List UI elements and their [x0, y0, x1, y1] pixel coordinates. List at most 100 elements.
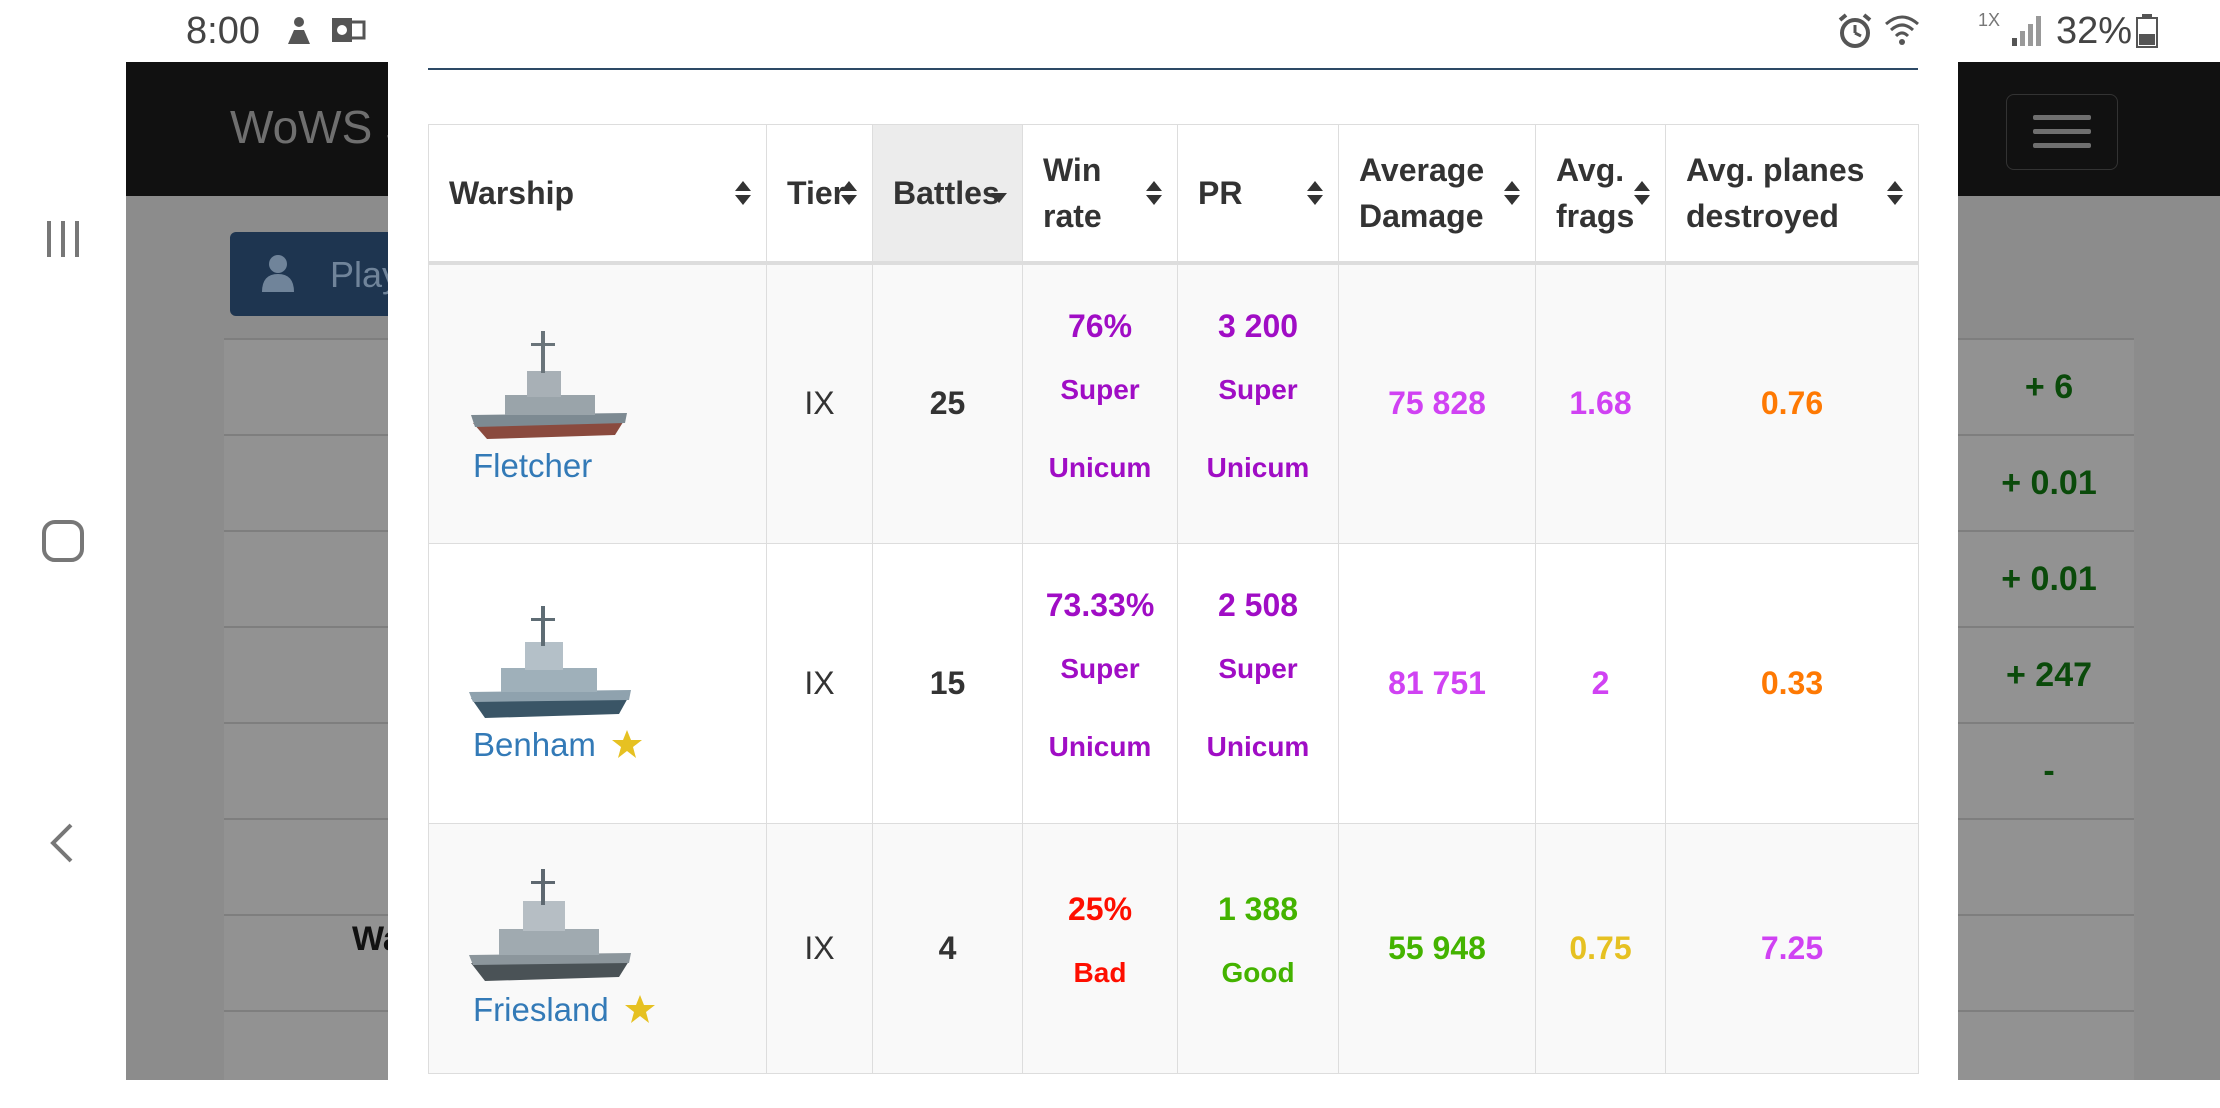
header-avg-frags[interactable]: Avg. frags	[1535, 124, 1666, 265]
avg-damage-cell: 81 751	[1338, 542, 1536, 824]
recent-apps-icon[interactable]	[38, 214, 88, 264]
tier-cell: IX	[766, 542, 873, 824]
ships-table: Warship Tier Battles Win rate PR Average D…	[428, 124, 1919, 1074]
hamburger-icon-bar	[2033, 129, 2091, 134]
header-label: Damage	[1359, 198, 1484, 234]
wifi-icon	[1882, 10, 1922, 55]
pr-value: 1 388	[1217, 891, 1299, 927]
header-avg-planes[interactable]: Avg. planes destroyed	[1665, 124, 1919, 265]
outlook-icon	[330, 14, 366, 51]
battery-icon	[2136, 14, 2158, 53]
table-row-benham: Benham IX 15 73.33% Super Unicum 2 508 S…	[428, 542, 1919, 824]
avg-frags-cell: 0.75	[1535, 822, 1666, 1074]
winrate-value: 25%	[1067, 891, 1133, 927]
header-avg-damage[interactable]: Average Damage	[1338, 124, 1536, 265]
header-label: destroyed	[1686, 198, 1839, 234]
pr-cell: 2 508 Super Unicum	[1177, 542, 1339, 824]
status-bar: 8:00 1X 32%	[126, 0, 2220, 62]
winrate-rating: Super	[1060, 653, 1140, 684]
ships-modal: Warship Tier Battles Win rate PR Average D…	[388, 62, 1958, 1080]
delta-value: + 6	[2024, 368, 2074, 406]
alarm-icon	[1836, 12, 1874, 55]
winrate-rating: Unicum	[1048, 451, 1152, 483]
pr-rating: Unicum	[1206, 451, 1310, 483]
battles-cell: 4	[872, 822, 1023, 1074]
ship-name-link[interactable]: Friesland	[473, 991, 609, 1028]
net-speed: 1X	[1978, 10, 2001, 30]
avg-planes-cell: 0.76	[1665, 262, 1919, 544]
header-label: Warship	[449, 175, 575, 211]
avg-frags-cell: 2	[1535, 542, 1666, 824]
pr-value: 2 508	[1217, 587, 1299, 623]
delta-value: + 0.01	[2001, 464, 2097, 502]
user-icon	[260, 254, 296, 301]
tier-cell: IX	[766, 262, 873, 544]
header-label: Avg. planes	[1686, 152, 1865, 188]
header-label: Avg.	[1556, 152, 1625, 188]
header-winrate[interactable]: Win rate	[1022, 124, 1178, 265]
ship-image	[469, 606, 631, 718]
header-label: PR	[1198, 175, 1243, 211]
ship-cell: Benham	[428, 542, 767, 824]
premium-star-icon	[611, 730, 642, 758]
winrate-cell: 25% Bad	[1022, 822, 1178, 1074]
sort-icon	[1146, 181, 1162, 205]
ship-image	[469, 869, 631, 981]
avg-planes-cell: 7.25	[1665, 822, 1919, 1074]
table-row-fletcher: Fletcher IX 25 76% Super Unicum 3 200 Su…	[428, 262, 1919, 544]
winrate-value: 73.33%	[1045, 587, 1155, 623]
ship-cell: Friesland	[428, 822, 767, 1074]
header-warship[interactable]: Warship	[428, 124, 767, 265]
pr-rating: Super	[1218, 373, 1298, 405]
winrate-rating: Super	[1060, 373, 1140, 405]
sort-icon	[1634, 181, 1650, 205]
header-battles[interactable]: Battles	[872, 124, 1023, 265]
pr-cell: 3 200 Super Unicum	[1177, 262, 1339, 544]
ship-name-link[interactable]: Benham	[473, 726, 596, 763]
pr-value: 3 200	[1217, 307, 1299, 344]
ship-cell: Fletcher	[428, 262, 767, 544]
sort-icon	[1887, 181, 1903, 205]
header-label: Battles	[893, 175, 1000, 211]
site-brand[interactable]: WoWS S	[230, 101, 416, 153]
home-icon[interactable]	[38, 516, 88, 566]
delta-value: -	[2043, 752, 2055, 790]
winrate-cell: 73.33% Super Unicum	[1022, 542, 1178, 824]
back-icon[interactable]	[38, 818, 88, 868]
sort-icon	[1504, 181, 1520, 205]
sort-icon	[1307, 181, 1323, 205]
ship-image	[471, 330, 627, 439]
pr-cell: 1 388 Good	[1177, 822, 1339, 1074]
battles-cell: 15	[872, 542, 1023, 824]
sort-desc-icon	[991, 193, 1007, 203]
header-label: Tier	[787, 175, 846, 211]
header-tier[interactable]: Tier	[766, 124, 873, 265]
battery-percent: 32%	[2056, 10, 2133, 52]
header-label: rate	[1043, 198, 1102, 234]
avg-damage-cell: 75 828	[1338, 262, 1536, 544]
delta-value: + 0.01	[2001, 560, 2097, 598]
avg-planes-cell: 0.33	[1665, 542, 1919, 824]
winrate-cell: 76% Super Unicum	[1022, 262, 1178, 544]
pr-rating: Unicum	[1206, 731, 1310, 762]
avg-frags-cell: 1.68	[1535, 262, 1666, 544]
sort-icon	[841, 181, 857, 205]
header-pr[interactable]: PR	[1177, 124, 1339, 265]
sort-icon	[735, 181, 751, 205]
battles-cell: 25	[872, 262, 1023, 544]
hamburger-icon	[2033, 115, 2091, 120]
ship-name-link[interactable]: Fletcher	[473, 446, 593, 484]
android-nav-bar	[0, 0, 126, 1080]
menu-toggle-button[interactable]	[2006, 94, 2118, 170]
header-label: Win	[1043, 152, 1102, 188]
hamburger-icon-bar	[2033, 143, 2091, 148]
notification-icon	[282, 14, 316, 53]
premium-star-icon	[624, 995, 655, 1023]
delta-value: + 247	[2005, 656, 2093, 694]
winrate-rating: Bad	[1073, 957, 1127, 988]
pr-rating: Good	[1221, 957, 1295, 988]
winrate-rating: Unicum	[1048, 731, 1152, 762]
signal-icon	[2010, 12, 2044, 53]
winrate-value: 76%	[1067, 307, 1133, 344]
table-row-friesland: Friesland IX 4 25% Bad 1 388 Good 55 948…	[428, 822, 1919, 1074]
